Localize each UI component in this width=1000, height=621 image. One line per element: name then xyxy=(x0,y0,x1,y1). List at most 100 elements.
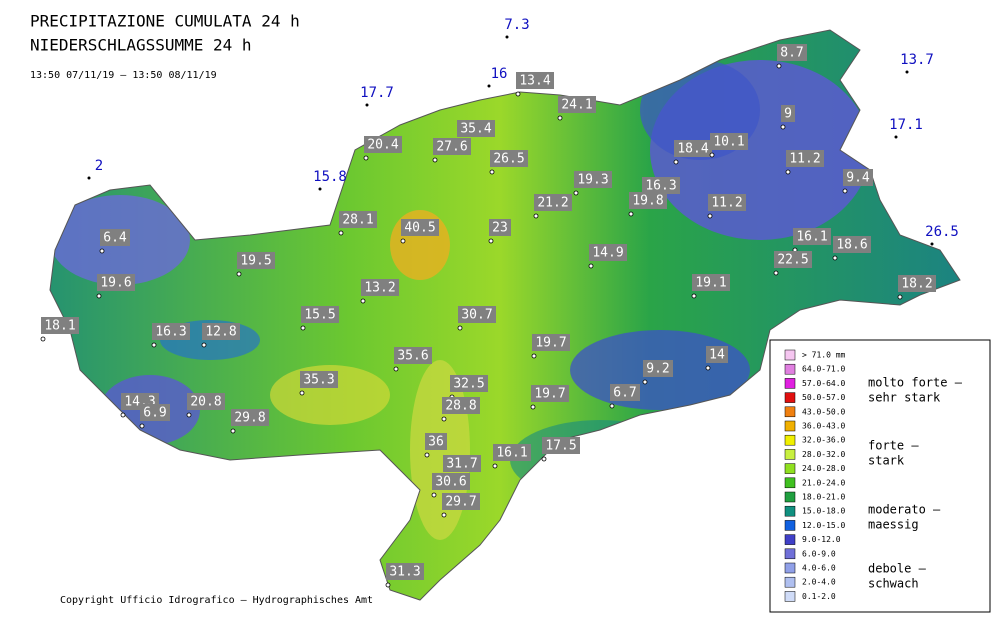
legend-label: 32.0-36.0 xyxy=(802,436,846,445)
outside-station-value: 26.5 xyxy=(925,224,959,240)
legend-label: 18.0-21.0 xyxy=(802,493,846,502)
station-value: 18.1 xyxy=(44,319,75,334)
station-dot xyxy=(186,412,192,418)
station-label-bg xyxy=(433,138,471,155)
station-label-bg xyxy=(574,171,612,188)
station-value: 24.1 xyxy=(561,98,592,113)
station-value: 29.7 xyxy=(445,495,476,510)
station-value: 9 xyxy=(784,107,792,122)
station-label-bg xyxy=(706,346,728,363)
station-label-bg xyxy=(450,375,488,392)
station-dot xyxy=(87,176,91,180)
station-dot xyxy=(628,211,634,217)
station-label-bg xyxy=(589,244,627,261)
legend-swatch xyxy=(784,562,796,574)
station-value: 6.7 xyxy=(613,386,636,401)
station-label-bg xyxy=(833,236,871,253)
station-dot xyxy=(441,512,447,518)
legend-swatch xyxy=(784,505,796,517)
station-dot xyxy=(151,342,157,348)
station-value: 19.7 xyxy=(535,336,566,351)
legend-label: 12.0-15.0 xyxy=(802,521,846,530)
station-value: 19.5 xyxy=(240,254,271,269)
station-dot xyxy=(573,190,579,196)
station-label-bg xyxy=(531,385,569,402)
station-dot xyxy=(557,115,563,121)
station-value: 19.7 xyxy=(534,387,565,402)
legend-class: forte – xyxy=(868,439,919,453)
station-dot xyxy=(505,35,509,39)
station-label-bg xyxy=(401,219,439,236)
legend-label: 28.0-32.0 xyxy=(802,450,846,459)
legend-label: 9.0-12.0 xyxy=(802,535,841,544)
station-label-bg xyxy=(629,192,667,209)
legend-swatch xyxy=(784,378,796,389)
station-label-bg xyxy=(97,274,135,291)
legend-label: 4.0-6.0 xyxy=(802,564,836,573)
station-label-bg xyxy=(692,274,730,291)
legend-swatch xyxy=(784,363,796,375)
station-label-bg xyxy=(610,384,640,401)
legend-swatch xyxy=(784,520,796,531)
station-dot xyxy=(300,325,306,331)
title: PRECIPITAZIONE CUMULATA 24 h xyxy=(30,12,300,31)
station-label-bg xyxy=(432,473,470,490)
station-label-bg xyxy=(443,455,481,472)
station-label-bg xyxy=(843,169,873,186)
station-dot xyxy=(318,187,322,191)
station-value: 10.1 xyxy=(713,135,744,150)
station-value: 36 xyxy=(428,435,444,450)
station-dot xyxy=(707,213,713,219)
outside-station-value: 17.1 xyxy=(889,117,923,133)
legend-label: 50.0-57.0 xyxy=(802,393,846,402)
station-dot xyxy=(99,248,105,254)
station-label-bg xyxy=(777,44,807,61)
station-dot xyxy=(230,428,236,434)
station-dot xyxy=(905,70,909,74)
station-label-bg xyxy=(493,444,531,461)
station-dot xyxy=(530,404,536,410)
station-value: 8.7 xyxy=(780,46,803,61)
station-value: 19.3 xyxy=(577,173,608,188)
station-dot xyxy=(541,456,547,462)
station-dot xyxy=(842,188,848,194)
station-value: 30.6 xyxy=(435,475,466,490)
station-value: 21.2 xyxy=(537,196,568,211)
station-dot xyxy=(673,159,679,165)
station-label-bg xyxy=(489,219,511,236)
station-value: 40.5 xyxy=(404,221,435,236)
station-value: 27.6 xyxy=(436,140,467,155)
station-value: 11.2 xyxy=(789,152,820,167)
station-value: 6.4 xyxy=(103,231,127,246)
station-value: 9.2 xyxy=(646,362,669,377)
legend-class: molto forte – xyxy=(868,376,963,390)
station-dot xyxy=(492,463,498,469)
station-label-bg xyxy=(202,323,240,340)
legend-label: 0.1-2.0 xyxy=(802,592,836,601)
station-label-bg xyxy=(774,251,812,268)
station-label-bg xyxy=(100,229,130,246)
station-label-bg xyxy=(237,252,275,269)
station-dot xyxy=(299,390,305,396)
station-label-bg xyxy=(708,194,746,211)
station-label-bg xyxy=(442,493,480,510)
station-dot xyxy=(457,325,463,331)
station-value: 14 xyxy=(709,348,725,363)
station-label-bg xyxy=(642,177,680,194)
station-dot xyxy=(515,91,521,97)
legend-box xyxy=(769,339,991,613)
station-dot xyxy=(201,342,207,348)
station-label-bg xyxy=(457,120,495,137)
station-value: 20.4 xyxy=(367,138,398,153)
station-dot xyxy=(120,412,126,418)
station-label-bg xyxy=(364,136,402,153)
station-dot xyxy=(139,423,145,429)
outside-station-value: 15.8 xyxy=(313,169,347,185)
station-value: 35.6 xyxy=(397,349,428,364)
station-label-bg xyxy=(643,360,673,377)
station-dot xyxy=(709,152,715,158)
title: NIEDERSCHLAGSSUMME 24 h xyxy=(30,36,252,55)
legend-swatch xyxy=(784,591,796,602)
station-label-bg xyxy=(710,133,748,150)
